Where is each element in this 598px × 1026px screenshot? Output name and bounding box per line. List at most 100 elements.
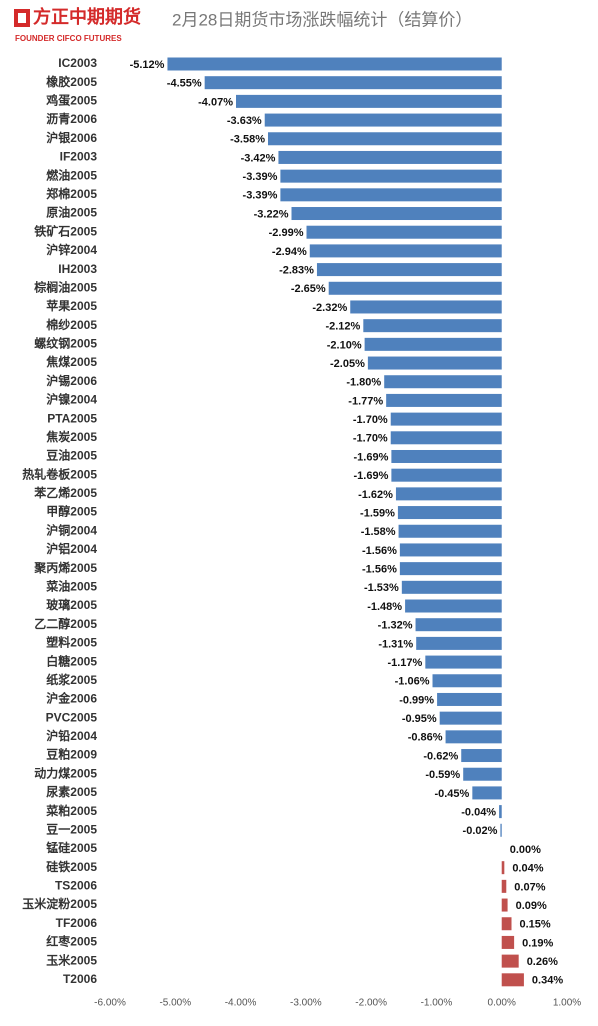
y-tick-label: 苯乙烯2005 — [33, 485, 97, 500]
y-tick-label: 硅铁2005 — [46, 859, 97, 874]
bar — [397, 506, 502, 520]
y-tick-label: 热轧卷板2005 — [22, 466, 97, 481]
x-tick-label: -4.00% — [225, 998, 257, 1009]
bar — [437, 692, 502, 706]
logo-subtitle: FOUNDER CIFCO FUTURES — [15, 34, 122, 43]
bar — [306, 225, 502, 239]
bar — [280, 188, 502, 202]
y-tick-label: 玉米淀粉2005 — [22, 896, 97, 911]
bar — [204, 76, 502, 90]
y-tick-label: 棕榈油2005 — [33, 279, 97, 294]
bar — [364, 337, 502, 351]
y-tick-label: 菜油2005 — [45, 578, 97, 593]
y-tick-label: 焦炭2005 — [45, 429, 97, 444]
y-tick-label: 原油2005 — [46, 205, 97, 220]
bar — [309, 244, 502, 258]
value-label: -1.56% — [362, 564, 397, 576]
y-tick-label: 沪铝2004 — [46, 541, 97, 556]
value-label: -1.62% — [358, 489, 393, 501]
y-tick-label: 橡胶2005 — [46, 74, 97, 89]
y-tick-label: 燃油2005 — [46, 167, 97, 182]
bar — [472, 786, 502, 800]
y-tick-label: 沪铜2004 — [46, 522, 97, 537]
x-tick-label: -5.00% — [159, 998, 191, 1009]
y-tick-label: 沪锡2006 — [46, 373, 97, 388]
value-label: -3.63% — [227, 115, 262, 127]
value-label: -3.39% — [243, 171, 278, 183]
bar — [416, 636, 502, 650]
y-tick-label: 沪金2006 — [46, 691, 97, 706]
bar — [384, 375, 502, 389]
y-tick-label: 苹果2005 — [46, 298, 97, 313]
y-tick-label: IC2003 — [58, 56, 97, 70]
value-label: -2.65% — [291, 283, 326, 295]
value-label: -3.58% — [230, 134, 265, 146]
value-label: 0.00% — [510, 844, 541, 856]
value-label: 0.34% — [532, 975, 563, 987]
bar — [405, 599, 502, 613]
bar — [390, 431, 502, 445]
value-label: -5.12% — [130, 59, 165, 71]
bar — [501, 879, 507, 893]
x-tick-label: -6.00% — [94, 998, 126, 1009]
y-tick-label: 尿素2005 — [46, 784, 97, 799]
value-label: -4.55% — [167, 78, 202, 90]
bar — [350, 300, 502, 314]
y-tick-label: TF2006 — [56, 916, 98, 930]
bar — [391, 468, 502, 482]
value-label: -0.99% — [399, 694, 434, 706]
y-tick-label: 玻璃2005 — [46, 597, 97, 612]
bar — [501, 973, 524, 987]
y-tick-label: 焦煤2005 — [45, 354, 97, 369]
bar — [363, 319, 502, 333]
value-label: -1.80% — [346, 377, 381, 389]
y-tick-label: 红枣2005 — [46, 934, 97, 949]
value-label: -1.59% — [360, 507, 395, 519]
value-label: 0.19% — [522, 937, 553, 949]
value-label: 0.04% — [512, 863, 543, 875]
value-label: -2.12% — [325, 321, 360, 333]
y-tick-label: 沪银2006 — [46, 130, 97, 145]
value-label: -1.53% — [364, 582, 399, 594]
bar — [236, 94, 502, 108]
y-tick-label: 菜粕2005 — [45, 803, 97, 818]
y-tick-label: 铁矿石2005 — [34, 223, 97, 238]
y-tick-label: 豆一2005 — [46, 822, 97, 836]
y-tick-label: IF2003 — [60, 150, 98, 164]
value-label: -1.32% — [378, 620, 413, 632]
x-tick-label: 0.00% — [488, 998, 516, 1009]
value-label: -1.69% — [354, 451, 389, 463]
bar — [501, 954, 519, 968]
bar — [395, 487, 502, 501]
y-tick-label: 白糖2005 — [46, 653, 97, 668]
bar — [499, 805, 502, 819]
bar — [267, 132, 502, 146]
bar — [316, 263, 502, 277]
value-label: -1.31% — [378, 638, 413, 650]
bar — [500, 823, 502, 837]
y-tick-label: 沪锌2004 — [46, 242, 97, 257]
value-label: -2.99% — [269, 227, 304, 239]
bar — [280, 169, 502, 183]
value-label: -0.86% — [408, 732, 443, 744]
y-tick-label: 动力煤2005 — [34, 765, 97, 780]
value-label: -1.69% — [354, 470, 389, 482]
value-label: -2.10% — [327, 339, 362, 351]
value-label: 0.15% — [520, 919, 551, 931]
value-label: -2.83% — [279, 264, 314, 276]
bar — [445, 730, 502, 744]
y-tick-label: 甲醇2005 — [46, 504, 97, 519]
value-label: 0.07% — [514, 881, 545, 893]
x-tick-label: 1.00% — [553, 998, 581, 1009]
bar — [367, 356, 502, 370]
bar — [501, 917, 512, 931]
bar — [264, 113, 502, 127]
chart-title: 2月28日期货市场涨跌幅统计（结算价） — [172, 10, 472, 29]
value-label: -2.94% — [272, 246, 307, 258]
value-label: -3.42% — [241, 152, 276, 164]
x-tick-label: -1.00% — [421, 998, 453, 1009]
bar — [401, 580, 502, 594]
value-label: -2.32% — [312, 302, 347, 314]
y-tick-label: 棉纱2005 — [46, 317, 97, 332]
